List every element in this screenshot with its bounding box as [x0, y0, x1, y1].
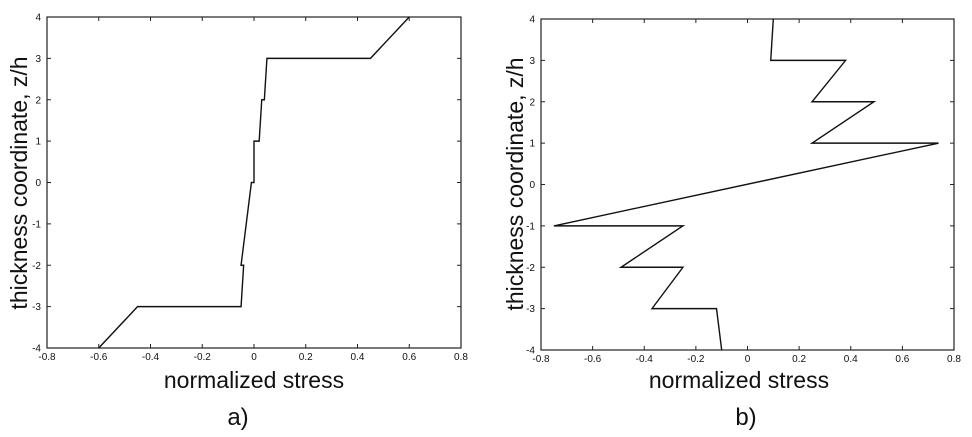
x-axis-label-b: normalized stress	[649, 367, 829, 393]
x-tick-label-a-3: -0.2	[194, 352, 212, 363]
y-tick-label-b-7: 3	[529, 56, 535, 67]
x-tick-label-b-5: 0.2	[792, 354, 806, 365]
x-tick-label-a-7: 0.6	[402, 352, 416, 363]
stress-profile-line-a	[98, 16, 410, 349]
panel-b: -0.8 -0.6 -0.4 -0.2 0 0.2 0.4 0.6 0.8 -4 -3 -2 -1 0 1…	[502, 15, 961, 432]
x-tick-label-b-1: -0.6	[584, 354, 602, 365]
y-tick-labels-b: -4 -3 -2 -1 0 1 2 3 4	[526, 15, 535, 357]
x-tick-label-b-2: -0.4	[636, 354, 654, 365]
panel-a: -0.8 -0.6 -0.4 -0.2 0 0.2 0.4 0.6 0.8 -4 -3 -2 -1 0 1…	[6, 13, 468, 432]
y-tick-label-a-3: -1	[32, 219, 41, 230]
series-b	[553, 18, 939, 351]
stress-profile-line-b	[553, 18, 939, 351]
y-tick-label-b-4: 0	[529, 180, 535, 191]
x-tick-label-b-4: 0	[745, 354, 751, 365]
x-tick-label-a-5: 0.2	[299, 352, 313, 363]
y-tick-label-a-2: -2	[32, 261, 41, 272]
ticks-a	[46, 16, 462, 349]
panel-caption-b: b)	[735, 404, 756, 431]
x-tick-label-a-8: 0.8	[454, 352, 468, 363]
series-a	[98, 16, 410, 349]
panel-caption-a: a)	[227, 404, 248, 431]
y-tick-label-a-7: 3	[35, 54, 41, 65]
ticks-b	[540, 18, 955, 351]
x-tick-label-b-6: 0.4	[844, 354, 858, 365]
x-tick-label-a-1: -0.6	[90, 352, 108, 363]
y-tick-label-a-6: 2	[35, 95, 41, 106]
y-tick-label-a-4: 0	[35, 178, 41, 189]
x-tick-labels-b: -0.8 -0.6 -0.4 -0.2 0 0.2 0.4 0.6 0.8	[532, 354, 961, 365]
x-tick-label-b-3: -0.2	[687, 354, 705, 365]
y-tick-label-b-3: -1	[526, 221, 535, 232]
y-tick-label-a-8: 4	[35, 13, 41, 24]
x-tick-label-b-8: 0.8	[947, 354, 961, 365]
x-tick-label-b-0: -0.8	[532, 354, 550, 365]
x-tick-label-a-2: -0.4	[142, 352, 160, 363]
x-tick-label-b-7: 0.6	[895, 354, 909, 365]
x-tick-label-a-0: -0.8	[38, 352, 56, 363]
y-axis-label-b: thickness coordinate, z/h	[502, 57, 528, 310]
y-tick-label-b-6: 2	[529, 97, 535, 108]
y-tick-label-b-1: -3	[526, 304, 535, 315]
y-tick-label-b-8: 4	[529, 15, 535, 26]
y-tick-label-b-0: -4	[526, 346, 535, 357]
y-tick-labels-a: -4 -3 -2 -1 0 1 2 3 4	[32, 13, 41, 355]
x-tick-label-a-4: 0	[251, 352, 257, 363]
y-tick-label-b-2: -2	[526, 263, 535, 274]
x-axis-label-a: normalized stress	[164, 367, 344, 393]
y-tick-label-b-5: 1	[529, 139, 535, 150]
x-tick-labels-a: -0.8 -0.6 -0.4 -0.2 0 0.2 0.4 0.6 0.8	[38, 352, 468, 363]
y-axis-label-a: thickness coordinate, z/h	[6, 56, 32, 309]
y-tick-label-a-5: 1	[35, 137, 41, 148]
y-tick-label-a-1: -3	[32, 302, 41, 313]
y-tick-label-a-0: -4	[32, 344, 41, 355]
x-tick-label-a-6: 0.4	[351, 352, 365, 363]
